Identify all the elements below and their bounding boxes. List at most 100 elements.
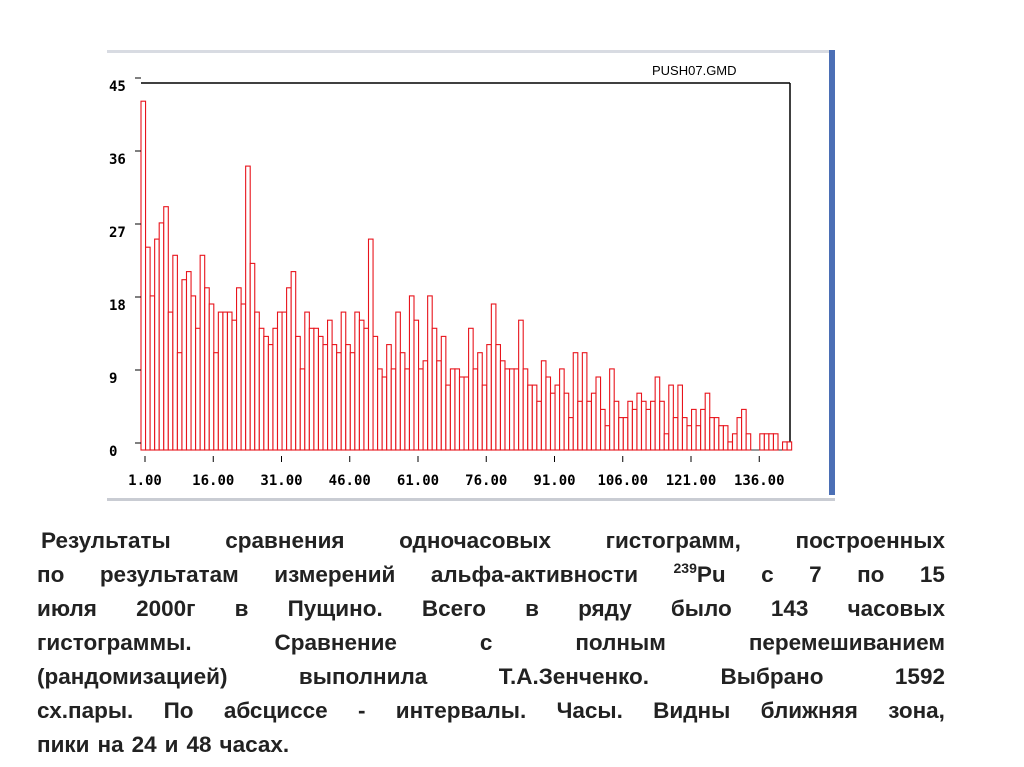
histogram-bar bbox=[276, 311, 283, 451]
histogram-bar bbox=[736, 417, 743, 451]
caption-word: по bbox=[857, 562, 885, 587]
caption-word: и bbox=[164, 732, 179, 757]
caption-line: июля 2000г в Пущино. Всего в ряду было 143 часовы… bbox=[37, 592, 945, 626]
x-tick-label: 76.00 bbox=[465, 473, 507, 489]
caption-word: По bbox=[163, 698, 194, 723]
histogram-bar bbox=[545, 376, 552, 451]
histogram-bar bbox=[763, 433, 770, 451]
histogram-svg: PUSH07.GMD 0 9 18 27 36 45 1.00 16.00 31.00 46.00 6… bbox=[109, 63, 793, 489]
histogram-bar bbox=[349, 352, 356, 451]
caption-word: выполнила bbox=[298, 664, 428, 689]
histogram-bar bbox=[449, 368, 456, 451]
caption-word: абсциссе bbox=[223, 698, 328, 723]
histogram-bar bbox=[554, 384, 561, 451]
chart-title: PUSH07.GMD bbox=[652, 63, 737, 78]
x-tick-label: 16.00 bbox=[192, 473, 234, 489]
y-tick-label: 18 bbox=[109, 298, 126, 314]
histogram-bar bbox=[627, 400, 633, 451]
histogram-bar bbox=[581, 352, 588, 451]
histogram-bar bbox=[381, 376, 388, 451]
histogram-bar bbox=[217, 311, 224, 451]
histogram-bar bbox=[686, 425, 693, 451]
histogram-bar bbox=[504, 368, 511, 451]
histogram-bar bbox=[372, 335, 379, 451]
histogram-bar bbox=[258, 327, 265, 451]
caption-word: 7 bbox=[809, 562, 822, 587]
histogram-bar bbox=[436, 360, 442, 451]
histogram-bar bbox=[540, 360, 547, 451]
caption-word: измерений bbox=[274, 562, 396, 587]
caption-word: (рандомизацией) bbox=[37, 664, 228, 689]
histogram-bar bbox=[636, 392, 643, 451]
histogram-bar bbox=[586, 400, 592, 451]
x-tick-label: 1.00 bbox=[128, 473, 162, 489]
histogram-bar bbox=[340, 311, 347, 451]
histogram-bar bbox=[568, 417, 574, 451]
x-tick-label: 91.00 bbox=[533, 473, 575, 489]
histogram-bar bbox=[149, 295, 156, 451]
caption-word: 143 bbox=[770, 596, 809, 621]
caption-word: 1592 bbox=[894, 664, 945, 689]
caption-word: построенных bbox=[795, 528, 945, 553]
x-tick-label: 121.00 bbox=[666, 473, 717, 489]
y-tick-label: 36 bbox=[109, 152, 126, 168]
histogram-bar bbox=[727, 441, 734, 451]
y-tick-label: 9 bbox=[109, 371, 117, 387]
caption-word: Результаты bbox=[41, 528, 171, 553]
histogram-bar bbox=[518, 319, 524, 451]
histogram-bar bbox=[290, 271, 297, 451]
histogram-bar bbox=[172, 254, 178, 451]
caption-word: пики bbox=[37, 732, 90, 757]
histogram-bar bbox=[668, 384, 674, 451]
caption-word: часах. bbox=[219, 732, 290, 757]
isotope-mass: 239 bbox=[673, 560, 697, 576]
histogram-bar bbox=[681, 417, 688, 451]
caption-word: результатам bbox=[99, 562, 239, 587]
histogram-bar bbox=[650, 400, 656, 451]
histogram-bar bbox=[176, 352, 183, 451]
histogram-bar bbox=[299, 368, 306, 451]
histogram-bar bbox=[604, 425, 611, 451]
histogram-bar bbox=[522, 368, 529, 451]
histogram-bar bbox=[759, 433, 765, 451]
histogram-bar bbox=[704, 392, 711, 451]
caption-word: перемешиванием bbox=[748, 630, 945, 655]
histogram-bar bbox=[140, 100, 147, 451]
isotope-label: 239Pu bbox=[674, 558, 726, 592]
histogram-bar bbox=[345, 344, 351, 451]
histogram-bar bbox=[741, 408, 747, 451]
histogram-bar bbox=[640, 400, 647, 451]
histogram-bar bbox=[181, 279, 188, 451]
histogram-bar bbox=[377, 368, 383, 451]
x-tick-label: 31.00 bbox=[260, 473, 302, 489]
histogram-bar bbox=[695, 425, 702, 451]
histogram-bar bbox=[226, 311, 233, 451]
histogram-bar bbox=[577, 400, 583, 451]
window-edge bbox=[829, 50, 835, 495]
caption-word: полным bbox=[575, 630, 666, 655]
histogram-bar bbox=[700, 408, 706, 451]
histogram-bar bbox=[245, 165, 251, 451]
caption-word: альфа-активности bbox=[430, 562, 639, 587]
caption-word: ряду bbox=[578, 596, 632, 621]
histogram-bar bbox=[618, 417, 624, 451]
histogram-bar bbox=[272, 327, 279, 451]
caption-line: (рандомизацией) выполнила Т.А.Зенченко. Выб… bbox=[37, 660, 945, 694]
histogram-bar bbox=[599, 408, 606, 451]
histogram-bar bbox=[531, 384, 538, 451]
histogram-bar bbox=[781, 441, 788, 451]
histogram-bar bbox=[458, 376, 465, 451]
caption-word: ближняя bbox=[760, 698, 858, 723]
histogram-bar bbox=[254, 311, 260, 451]
caption-word: Видны bbox=[653, 698, 731, 723]
histogram-bar bbox=[786, 441, 793, 451]
caption-word: 24 bbox=[131, 732, 157, 757]
histogram-bar bbox=[417, 368, 424, 451]
histogram-bar bbox=[190, 295, 197, 451]
histogram-bar bbox=[481, 384, 488, 451]
x-tick-label: 136.00 bbox=[734, 473, 785, 489]
caption-word: гистограммы. bbox=[37, 630, 192, 655]
caption-word: с bbox=[479, 630, 493, 655]
histogram-bar bbox=[267, 344, 274, 451]
histogram-bar bbox=[690, 408, 697, 451]
